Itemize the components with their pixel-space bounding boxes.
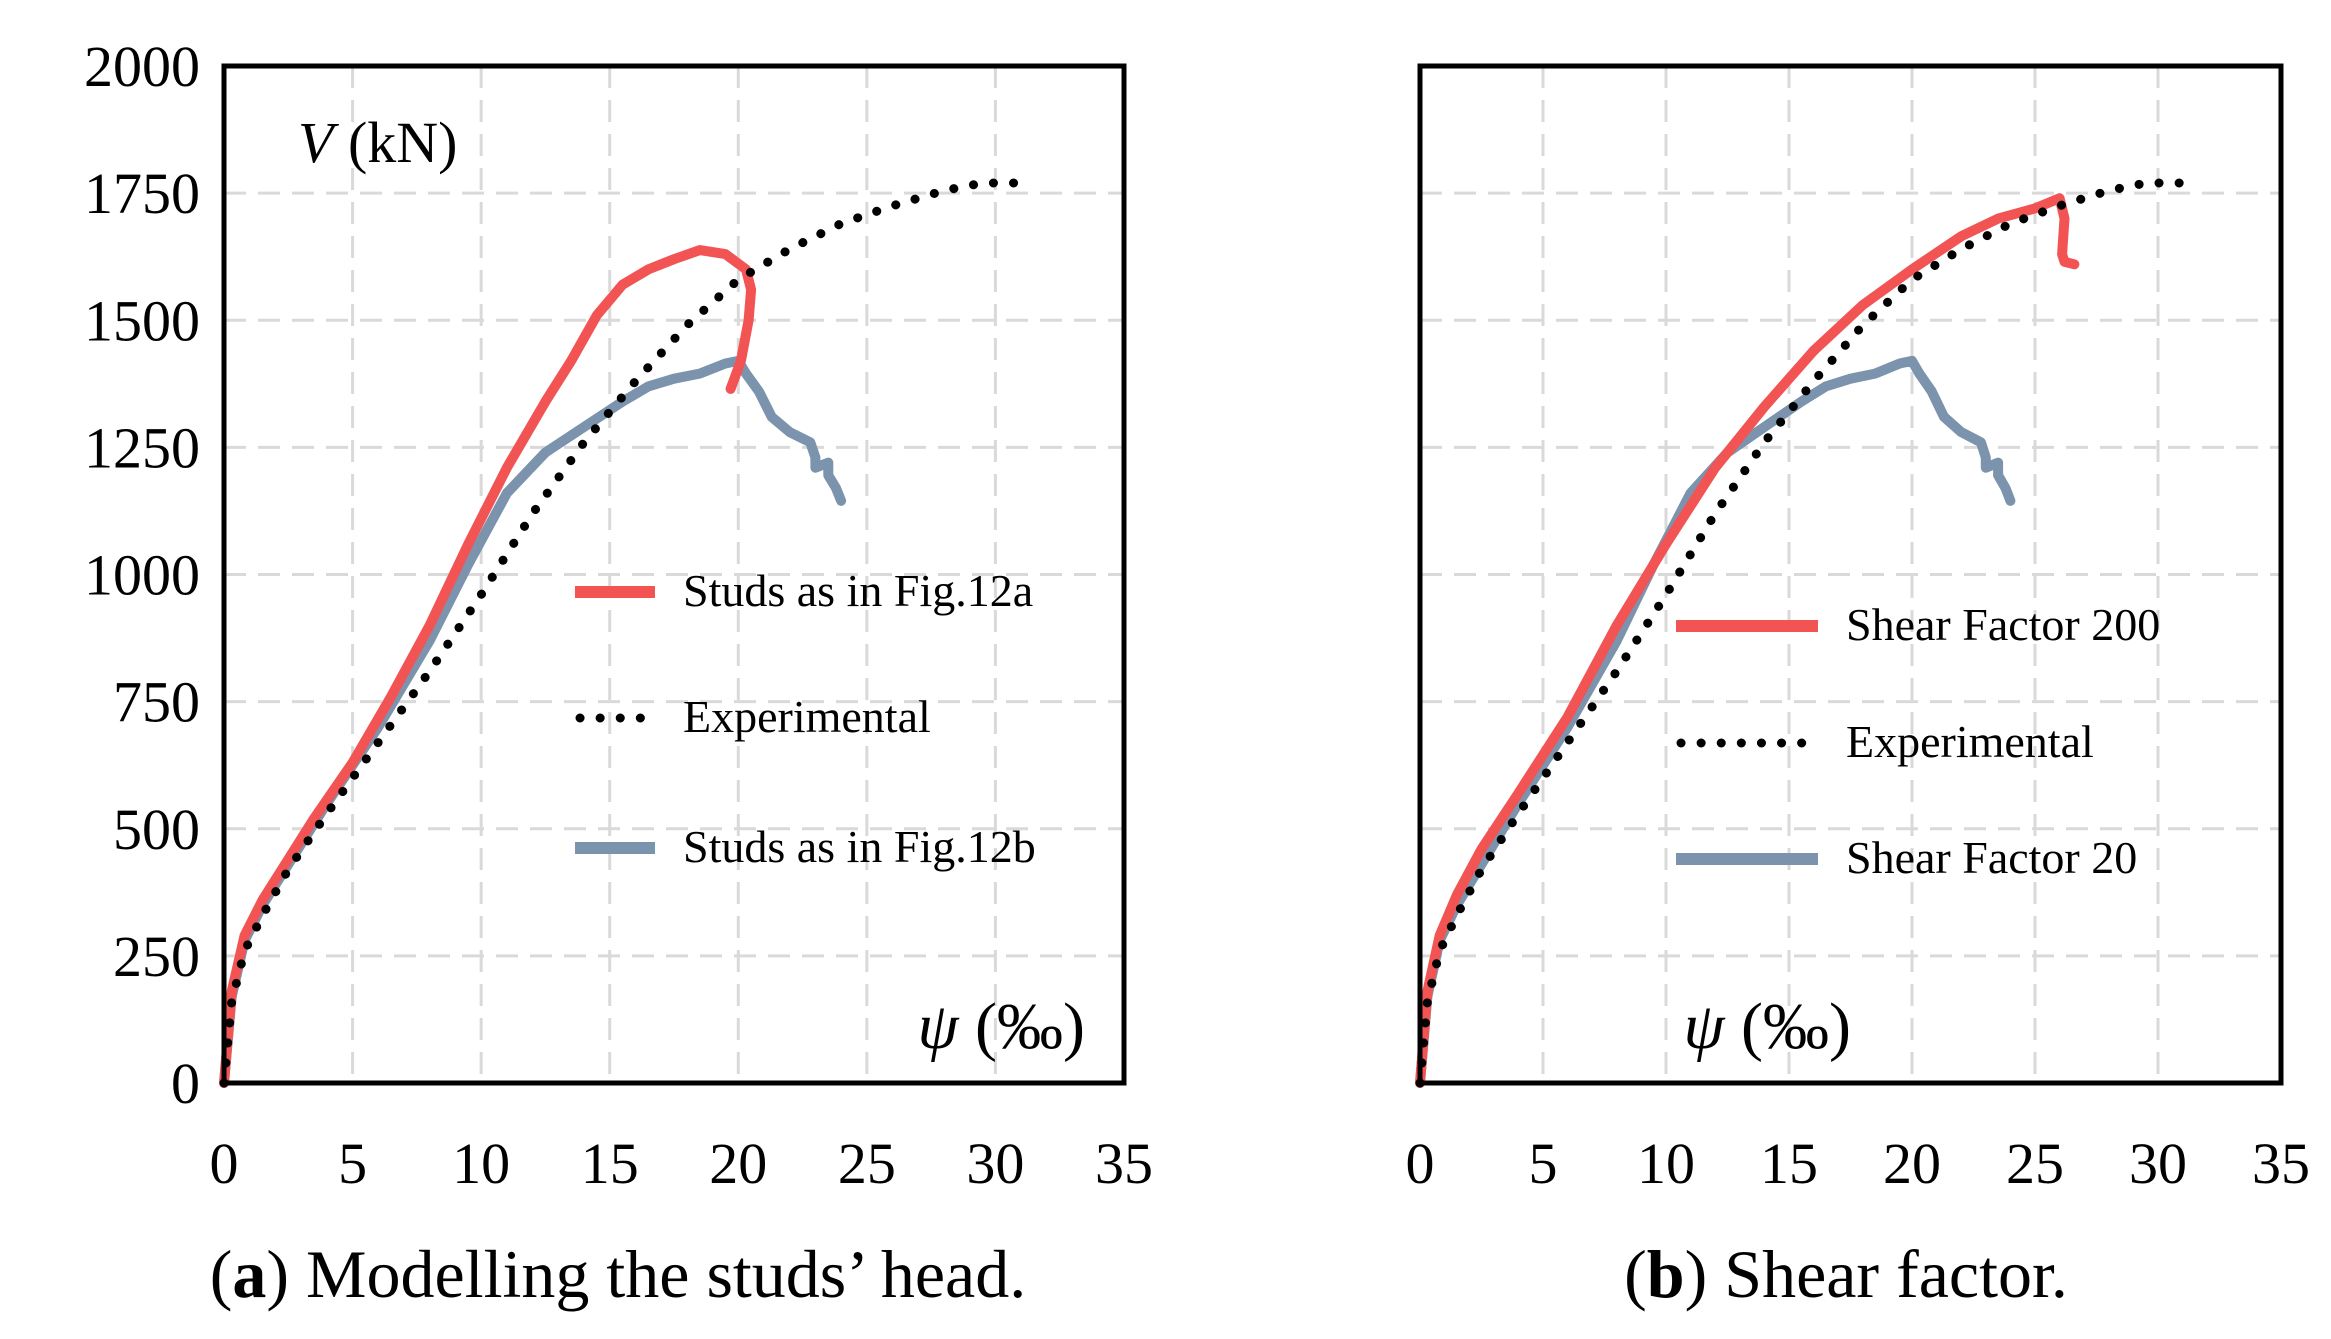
y-tick-label: 750	[113, 670, 200, 735]
plot-frame	[1417, 63, 2284, 1086]
x-tick-label: 0	[210, 1131, 239, 1196]
legend: Studs as in Fig.12a Experimental Studs as …	[575, 565, 1036, 872]
x-axis-label: ψ (‰)	[918, 990, 1085, 1063]
legend-label-2: Experimental	[1846, 716, 2094, 767]
y-tick-label: 250	[113, 924, 200, 989]
x-tick-label: 10	[452, 1131, 510, 1196]
x-axis-label: ψ (‰)	[1684, 990, 1851, 1063]
legend-label-1: Shear Factor 200	[1846, 599, 2160, 650]
y-tick-label: 1500	[84, 288, 200, 353]
series-line-3	[1415, 355, 2016, 1088]
chart-panel-b: 0 5 10 15 20 25 30 35 ψ (‰) Shear Factor 200 Exper…	[1406, 63, 2310, 1312]
legend-label-1: Studs as in Fig.12a	[683, 565, 1033, 616]
series-line-2	[219, 178, 1026, 1088]
x-tick-label: 35	[2252, 1131, 2310, 1196]
x-tick-label: 15	[581, 1131, 639, 1196]
y-tick-label: 0	[171, 1051, 200, 1116]
y-axis-label: V (kN)	[298, 110, 457, 175]
x-tick-label: 30	[2129, 1131, 2187, 1196]
gridlines	[224, 66, 1124, 1083]
gridlines	[1420, 66, 2281, 1083]
x-tick-label: 5	[1529, 1131, 1558, 1196]
y-tick-label: 2000	[84, 34, 200, 99]
x-tick-label: 25	[838, 1131, 896, 1196]
x-tick-label: 15	[1760, 1131, 1818, 1196]
legend-label-3: Shear Factor 20	[1846, 832, 2137, 883]
x-tick-label: 20	[1883, 1131, 1941, 1196]
y-tick-label: 1750	[84, 161, 200, 226]
legend-label-2: Experimental	[683, 691, 931, 742]
y-tick-label: 1000	[84, 543, 200, 608]
series-line-2	[1415, 178, 2188, 1088]
panel-caption: (b) Shear factor.	[1624, 1236, 2068, 1312]
x-tick-label: 0	[1406, 1131, 1435, 1196]
y-tick-label: 500	[113, 797, 200, 862]
x-tick-label: 10	[1637, 1131, 1695, 1196]
legend: Shear Factor 200 Experimental Shear Factor…	[1676, 599, 2160, 883]
x-tick-label: 20	[709, 1131, 767, 1196]
y-tick-label: 1250	[84, 415, 200, 480]
panel-caption: (a) Modelling the studs’ head.	[210, 1236, 1026, 1312]
plot-frame	[221, 63, 1127, 1086]
x-tick-label: 25	[2006, 1131, 2064, 1196]
chart-panel-a: 0 5 10 15 20 25 30 35 0 250 500 750 1000 1250 1500 1750…	[84, 34, 1153, 1312]
x-tick-label: 35	[1095, 1131, 1153, 1196]
x-tick-label: 30	[966, 1131, 1024, 1196]
legend-label-3: Studs as in Fig.12b	[683, 821, 1036, 872]
x-tick-label: 5	[338, 1131, 367, 1196]
